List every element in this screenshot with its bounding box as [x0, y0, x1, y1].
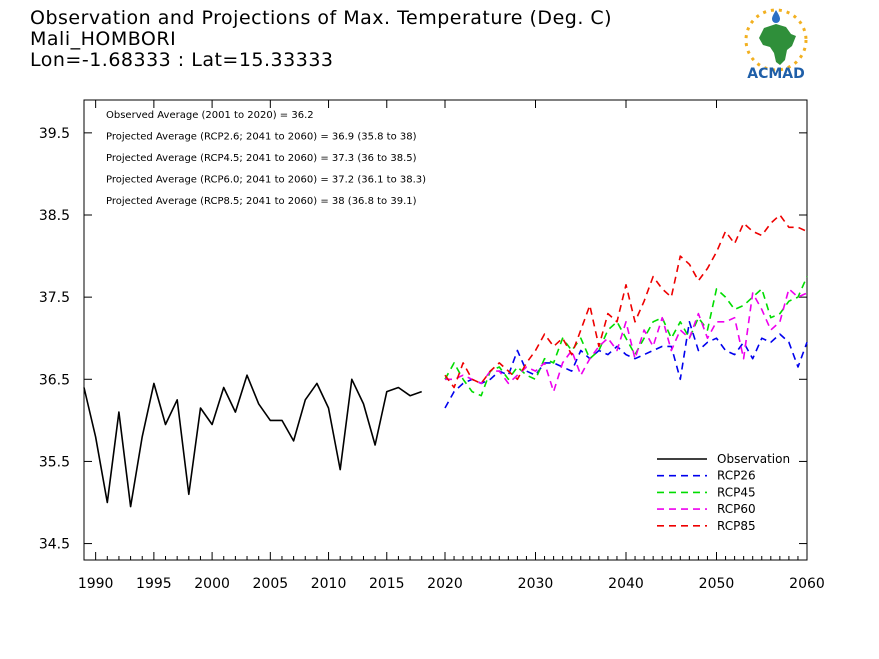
chart-title: Observation and Projections of Max. Temp… — [30, 7, 613, 29]
x-tick-label: 1990 — [78, 576, 114, 592]
series-line-rcp85 — [444, 214, 808, 389]
x-tick-label: 2005 — [253, 576, 289, 592]
series-line-observation — [83, 374, 422, 508]
y-tick-label: 36.5 — [39, 372, 70, 388]
y-tick-label: 35.5 — [39, 454, 70, 470]
y-tick-label: 34.5 — [39, 537, 70, 553]
x-tick-label: 2060 — [789, 576, 825, 592]
africa-map-logo-icon: ACMAD — [744, 8, 808, 82]
x-tick-label: 2010 — [311, 576, 347, 592]
annotation-line: Projected Average (RCP6.0; 2041 to 2060)… — [106, 175, 426, 186]
annotation-line: Projected Average (RCP4.5; 2041 to 2060)… — [106, 153, 417, 164]
series-line-rcp45 — [444, 276, 808, 397]
annotations: Observed Average (2001 to 2020) = 36.2 Pr… — [106, 110, 426, 207]
x-tick-label: 2040 — [608, 576, 644, 592]
series-lines — [83, 214, 808, 508]
sun-rays-icon — [744, 8, 808, 72]
legend-label: RCP85 — [717, 519, 756, 533]
x-tick-label: 2050 — [699, 576, 735, 592]
x-tick-label: 1995 — [136, 576, 172, 592]
station-coordinates: Lon=-1.68333 : Lat=15.33333 — [30, 49, 334, 71]
legend-label: RCP45 — [717, 485, 756, 499]
annotation-line: Observed Average (2001 to 2020) = 36.2 — [106, 110, 314, 121]
x-axis: 1990 1995 2000 2005 2010 2015 2020 2030 2040 2050… — [78, 100, 825, 592]
annotation-line: Projected Average (RCP2.6; 2041 to 2060)… — [106, 132, 417, 143]
logo-text: ACMAD — [747, 66, 805, 82]
y-tick-label: 37.5 — [39, 290, 70, 306]
y-tick-label: 39.5 — [39, 126, 70, 142]
y-axis: 34.5 35.5 36.5 37.5 38.5 39.5 — [39, 126, 807, 553]
title-block: Observation and Projections of Max. Temp… — [30, 8, 612, 71]
series-line-rcp60 — [445, 288, 808, 393]
x-tick-label: 2000 — [194, 576, 230, 592]
x-tick-label: 2030 — [518, 576, 554, 592]
legend-label: RCP60 — [717, 502, 756, 516]
legend: Observation RCP26 RCP45 RCP60 RCP85 — [657, 452, 790, 533]
africa-shape — [759, 24, 796, 65]
annotation-line: Projected Average (RCP8.5; 2041 to 2060)… — [106, 196, 417, 207]
x-tick-label: 2020 — [427, 576, 463, 592]
drop-icon — [772, 10, 780, 23]
legend-label: Observation — [717, 452, 790, 466]
station-name: Mali_HOMBORI — [30, 28, 177, 50]
x-tick-label: 2015 — [369, 576, 405, 592]
y-tick-label: 38.5 — [39, 208, 70, 224]
series-line-rcp26 — [444, 320, 808, 409]
legend-label: RCP26 — [717, 469, 756, 483]
plot-frame — [83, 99, 808, 561]
